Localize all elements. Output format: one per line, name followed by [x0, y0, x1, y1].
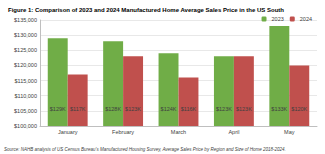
svg-text:March: March: [171, 129, 186, 135]
svg-text:$120,000: $120,000: [14, 62, 37, 68]
svg-text:$120K: $120K: [291, 106, 307, 112]
svg-text:$128K: $128K: [105, 106, 121, 112]
svg-text:$123K: $123K: [236, 106, 252, 112]
svg-text:April: April: [228, 129, 239, 135]
svg-text:$123K: $123K: [216, 106, 232, 112]
svg-text:$129K: $129K: [50, 106, 66, 112]
svg-text:$116K: $116K: [181, 106, 197, 112]
svg-text:May: May: [284, 129, 295, 135]
svg-text:$117K: $117K: [70, 106, 86, 112]
svg-text:2024: 2024: [300, 16, 312, 22]
svg-text:$110,000: $110,000: [14, 93, 37, 99]
svg-text:Source: NAHB analysis of US Ce: Source: NAHB analysis of US Census Burea…: [4, 147, 286, 152]
svg-text:$130,000: $130,000: [14, 32, 37, 38]
svg-text:Figure 1: Comparison of 2023 a: Figure 1: Comparison of 2023 and 2024 Ma…: [8, 7, 284, 13]
svg-text:February: February: [112, 129, 134, 135]
svg-text:$133K: $133K: [271, 106, 287, 112]
svg-text:$125,000: $125,000: [14, 47, 37, 53]
svg-text:$100,000: $100,000: [14, 123, 37, 129]
svg-text:$105,000: $105,000: [14, 108, 37, 114]
svg-text:$123K: $123K: [125, 106, 141, 112]
svg-text:$135,000: $135,000: [14, 17, 37, 23]
svg-text:$124K: $124K: [161, 106, 177, 112]
svg-text:$115,000: $115,000: [14, 78, 37, 84]
svg-text:January: January: [58, 129, 78, 135]
svg-text:2023: 2023: [272, 16, 284, 22]
